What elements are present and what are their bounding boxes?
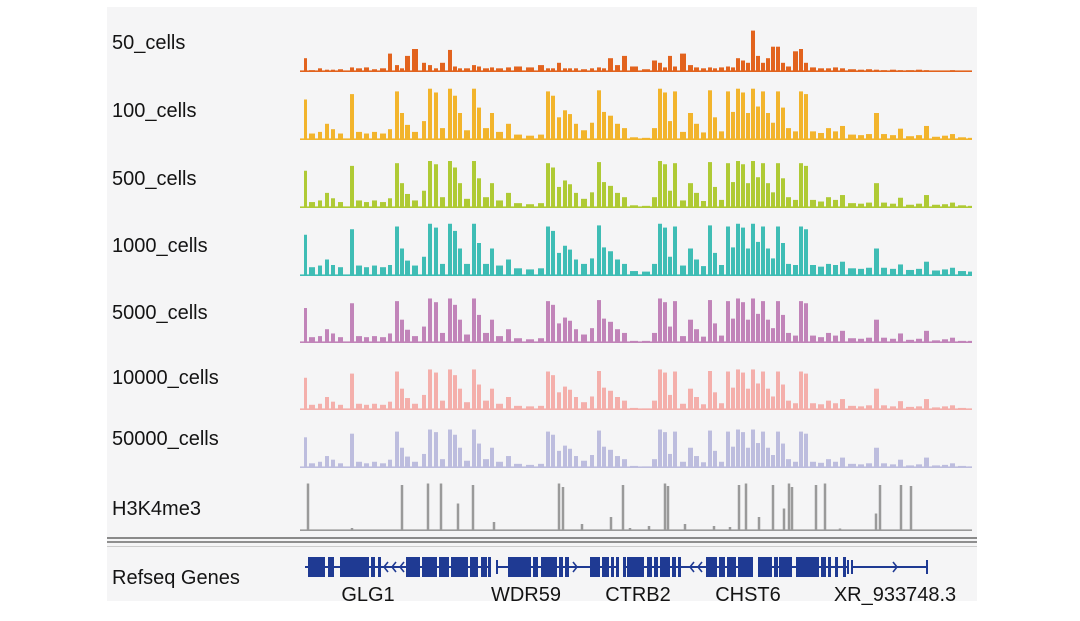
track-signal-svg <box>300 30 972 72</box>
track-label: 50000_cells <box>112 428 219 450</box>
track-signal-svg <box>300 223 972 276</box>
gene-name-label: XR_933748.3 <box>833 584 957 606</box>
track-label: 5000_cells <box>112 302 208 324</box>
gene-name-label: CHST6 <box>715 584 781 606</box>
track-signal-svg <box>300 161 972 208</box>
track-signal-svg <box>300 483 972 531</box>
track-label: 1000_cells <box>112 235 208 257</box>
gene-structures-svg <box>305 557 928 577</box>
track-label: 50_cells <box>112 32 186 54</box>
gene-name-label: GLG1 <box>341 584 395 606</box>
track-label: 500_cells <box>112 168 197 190</box>
track-signal-svg <box>300 298 972 343</box>
track-separator-line-2 <box>107 541 977 543</box>
track-label: 100_cells <box>112 100 197 122</box>
gene-track-label: Refseq Genes <box>112 567 240 589</box>
track-label: H3K4me3 <box>112 498 201 520</box>
figure-panel <box>107 7 977 601</box>
track-separator-line-1 <box>107 537 977 539</box>
track-signal-svg <box>300 429 972 468</box>
track-signal-svg <box>300 369 972 410</box>
track-label: 10000_cells <box>112 367 219 389</box>
gene-name-label: WDR59 <box>490 584 561 606</box>
gene-name-label: CTRB2 <box>605 584 671 606</box>
track-signal-svg <box>300 88 972 140</box>
track-separator-line-3 <box>107 546 977 547</box>
